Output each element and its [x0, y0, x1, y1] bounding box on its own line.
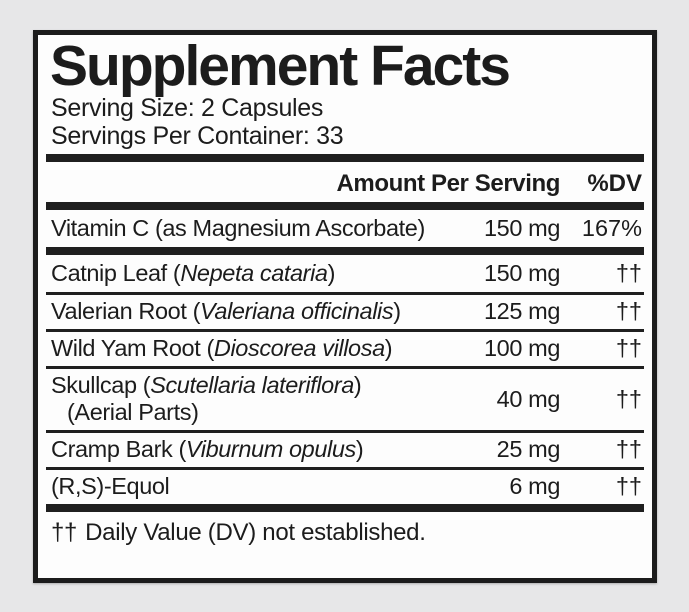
ingredient-dv: ††: [615, 473, 642, 499]
footnote-dagger-symbol: ††: [51, 519, 78, 546]
ingredient-row: Wild Yam Root (Dioscorea villosa) 100 mg…: [46, 329, 644, 366]
amount-per-serving-header: Amount Per Serving: [336, 170, 560, 197]
ingredient-amount: 6 mg: [509, 473, 560, 499]
percent-dv-header: %DV: [587, 170, 642, 197]
divider-thick-after-vitamin: [46, 247, 644, 255]
ingredient-row: Cramp Bark (Viburnum opulus) 25 mg ††: [46, 430, 644, 467]
ingredient-dv: ††: [615, 436, 642, 462]
ingredient-row: Skullcap (Scutellaria lateriflora) (Aeria…: [46, 366, 644, 430]
ingredient-amount: 25 mg: [496, 436, 561, 462]
ingredient-name: Wild Yam Root (Dioscorea villosa): [51, 335, 393, 361]
ingredient-row: Catnip Leaf (Nepeta cataria) 150 mg ††: [46, 255, 644, 292]
column-header-row: Amount Per Serving %DV: [46, 166, 644, 202]
divider-thick-top: [46, 154, 644, 162]
footnote: †† Daily Value (DV) not established.: [46, 512, 644, 549]
ingredient-dv: ††: [615, 335, 642, 361]
divider-thick-after-header: [46, 202, 644, 210]
ingredient-name: Vitamin C (as Magnesium Ascorbate): [51, 214, 425, 241]
ingredient-amount: 150 mg: [484, 259, 560, 286]
ingredient-amount: 40 mg: [496, 385, 561, 412]
footnote-text: Daily Value (DV) not established.: [85, 519, 426, 546]
divider-thick-before-footnote: [46, 504, 644, 512]
ingredient-name: (R,S)-Equol: [51, 473, 170, 499]
ingredient-amount: 150 mg: [484, 214, 560, 241]
ingredient-dv: ††: [615, 385, 642, 412]
panel-title: Supplement Facts: [50, 34, 511, 98]
ingredient-dv: ††: [615, 259, 642, 286]
supplement-facts-panel: Supplement Facts Serving Size: 2 Capsule…: [33, 30, 657, 583]
ingredient-name: Cramp Bark (Viburnum opulus): [51, 436, 364, 462]
servings-per-container-text: Servings Per Container: 33: [51, 122, 344, 150]
ingredient-amount: 125 mg: [484, 298, 560, 324]
ingredient-amount: 100 mg: [484, 335, 560, 361]
ingredient-name: Catnip Leaf (Nepeta cataria): [51, 259, 336, 286]
ingredient-row: Valerian Root (Valeriana officinalis) 12…: [46, 292, 644, 329]
ingredient-name: Valerian Root (Valeriana officinalis): [51, 298, 401, 324]
ingredient-rows-list: Catnip Leaf (Nepeta cataria) 150 mg †† V…: [46, 255, 644, 504]
ingredient-dv: 167%: [581, 214, 642, 241]
ingredient-name: Skullcap (Scutellaria lateriflora) (Aeria…: [51, 372, 362, 425]
ingredient-dv: ††: [615, 298, 642, 324]
serving-size-text: Serving Size: 2 Capsules: [51, 94, 324, 122]
ingredient-row: (R,S)-Equol 6 mg ††: [46, 467, 644, 504]
ingredient-row-vitamin-c: Vitamin C (as Magnesium Ascorbate) 150 m…: [46, 210, 644, 247]
